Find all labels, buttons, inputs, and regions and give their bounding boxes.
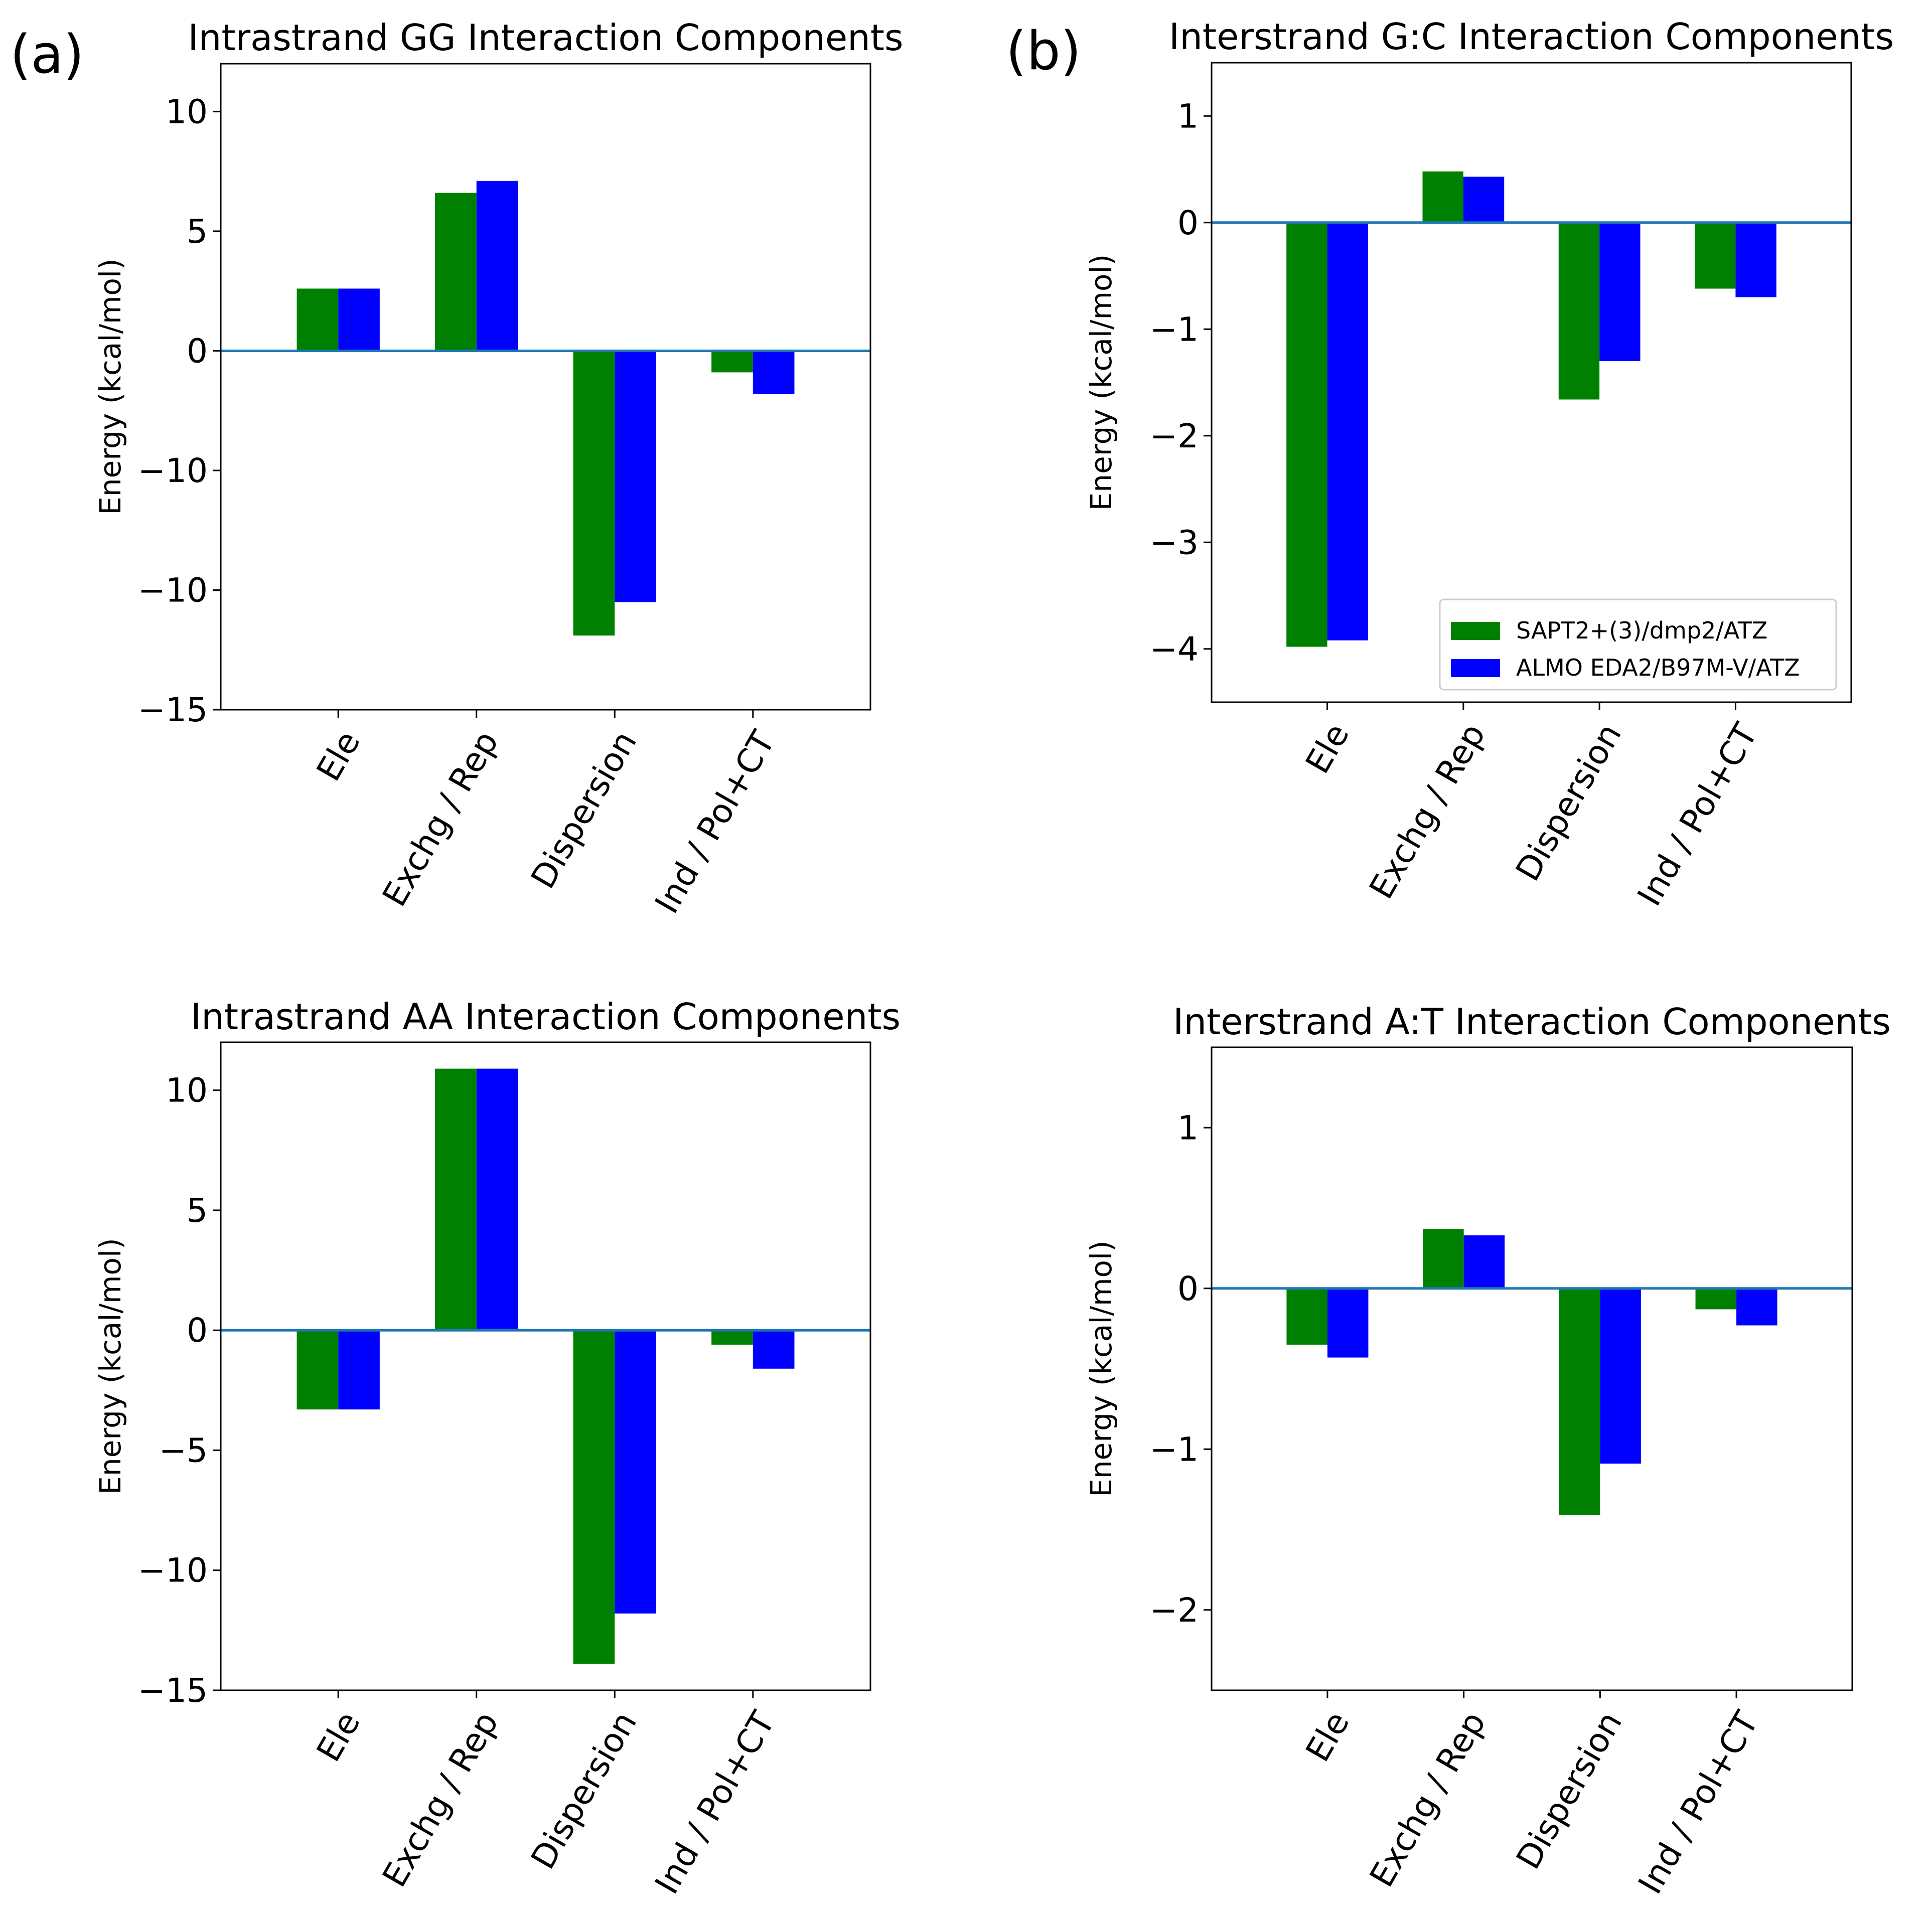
x-tick-label: Dispersion — [523, 725, 644, 895]
x-tick-label: Ele — [309, 725, 368, 788]
bar-series1-dispersion — [573, 351, 615, 636]
bar-series2-ind-pol-ct — [753, 1330, 795, 1369]
axes-frame — [1211, 1046, 1853, 1691]
y-tick-label: −2 — [1150, 417, 1199, 455]
x-tick-label: Dispersion — [1509, 1705, 1629, 1876]
x-tick-label: Exchg / Rep — [1362, 717, 1493, 906]
x-tick-label: Ele — [1298, 717, 1357, 780]
chart-2: Interstrand G:C Interaction Components En… — [1084, 16, 1894, 912]
bar-series1-ele — [1286, 222, 1327, 647]
bar-series2-exchg-rep — [1463, 177, 1505, 223]
x-tick-label: Ind / Pol+CT — [1630, 717, 1765, 912]
chart-4: Interstrand A:T Interaction Components En… — [1084, 1001, 1891, 1900]
x-tick-label: Ele — [309, 1705, 368, 1769]
y-tick-label: −5 — [159, 1431, 208, 1470]
bar-series2-ind-pol-ct — [753, 351, 795, 394]
bar-series1-dispersion — [573, 1330, 615, 1664]
bar-series1-ind-pol-ct — [711, 1330, 753, 1345]
y-tick-label: 0 — [1177, 1269, 1199, 1308]
axes-frame — [220, 1041, 871, 1691]
bar-series2-exchg-rep — [476, 181, 518, 351]
chart-title: Interstrand G:C Interaction Components — [1169, 16, 1894, 58]
bar-series1-exchg-rep — [435, 1068, 477, 1331]
panel-label-a: (a) — [10, 24, 84, 85]
x-tick-label: Exchg / Rep — [375, 725, 506, 913]
x-tick-label: Exchg / Rep — [1362, 1705, 1493, 1894]
bar-series1-exchg-rep — [435, 193, 477, 351]
chart-3: Intrastrand AA Interaction Components Ene… — [93, 996, 901, 1900]
bar-series1-exchg-rep — [1423, 1229, 1464, 1289]
y-tick-label: −1 — [1150, 1430, 1199, 1469]
y-tick-label: −2 — [1150, 1591, 1199, 1630]
x-tick-label: Ele — [1298, 1705, 1357, 1769]
bar-series2-dispersion — [615, 1330, 656, 1614]
bar-series2-ele — [338, 288, 380, 351]
bar-series2-ind-pol-ct — [1736, 1288, 1777, 1326]
y-tick-label: 5 — [187, 212, 208, 251]
bar-series2-exchg-rep — [1463, 1235, 1505, 1289]
x-tick-label: Ind / Pol+CT — [647, 724, 783, 920]
axes-frame — [220, 63, 871, 711]
y-tick-label: 1 — [1177, 1108, 1199, 1147]
bar-series2-ele — [1327, 222, 1368, 641]
y-tick-label: 10 — [166, 1071, 208, 1110]
y-axis-label: Energy (kcal/mol) — [1084, 254, 1118, 511]
x-tick-label: Dispersion — [523, 1705, 644, 1876]
bar-series1-dispersion — [1559, 1288, 1600, 1515]
chart-title: Interstrand A:T Interaction Components — [1173, 1001, 1891, 1043]
bar-series1-exchg-rep — [1422, 171, 1463, 223]
y-tick-label: −15 — [138, 1671, 208, 1710]
chart-title: Intrastrand AA Interaction Components — [191, 996, 901, 1038]
y-axis-label: Energy (kcal/mol) — [1084, 1240, 1118, 1497]
y-tick-label: 0 — [1177, 204, 1199, 242]
y-tick-label: −10 — [138, 451, 208, 490]
y-tick-label: 10 — [166, 92, 208, 131]
bar-series1-dispersion — [1558, 222, 1600, 400]
y-tick-label: −10 — [138, 1551, 208, 1590]
y-tick-label: 0 — [187, 1311, 208, 1350]
legend-entry-1: SAPT2+(3)/dmp2/ATZ — [1516, 617, 1767, 644]
chart-1: Intrastrand GG Interaction Components Ene… — [93, 17, 904, 920]
panel-label-b: (b) — [1006, 20, 1081, 82]
legend-swatch-1 — [1451, 622, 1500, 640]
legend-box — [1439, 598, 1837, 691]
x-tick-label: Ind / Pol+CT — [647, 1705, 783, 1900]
bar-series2-dispersion — [1600, 1288, 1641, 1464]
bar-series2-ele — [338, 1330, 380, 1410]
y-tick-label: 0 — [187, 332, 208, 370]
y-axis-label: Energy (kcal/mol) — [93, 258, 127, 515]
bar-series1-ele — [296, 1330, 339, 1410]
bar-series2-ele — [1327, 1288, 1369, 1358]
legend-swatch-2 — [1451, 659, 1500, 677]
legend: SAPT2+(3)/dmp2/ATZ ALMO EDA2/B97M-V/ATZ — [1439, 598, 1837, 691]
bar-series2-dispersion — [615, 351, 656, 602]
y-tick-label: −1 — [1150, 310, 1199, 349]
y-tick-label: 1 — [1177, 97, 1199, 135]
legend-entry-2: ALMO EDA2/B97M-V/ATZ — [1516, 654, 1800, 681]
y-axis-label: Energy (kcal/mol) — [93, 1238, 127, 1495]
bar-series1-ind-pol-ct — [1695, 222, 1736, 289]
y-tick-label: −4 — [1150, 630, 1199, 669]
axes-frame — [1211, 62, 1852, 703]
bar-series2-dispersion — [1599, 222, 1641, 361]
charts: Intrastrand GG Interaction Components Ene… — [93, 16, 1894, 1900]
bar-series1-ind-pol-ct — [1695, 1288, 1737, 1310]
y-tick-label: 5 — [187, 1191, 208, 1230]
bar-series1-ele — [1286, 1288, 1327, 1345]
bar-series2-ind-pol-ct — [1735, 222, 1776, 297]
bar-series1-ind-pol-ct — [711, 351, 753, 373]
chart-title: Intrastrand GG Interaction Components — [188, 17, 903, 59]
x-tick-label: Exchg / Rep — [375, 1705, 506, 1894]
y-tick-label: −10 — [138, 571, 208, 609]
y-tick-label: −15 — [138, 691, 208, 729]
x-tick-label: Dispersion — [1508, 717, 1629, 888]
y-tick-label: −3 — [1150, 523, 1199, 562]
bar-series2-exchg-rep — [476, 1068, 518, 1331]
x-tick-label: Ind / Pol+CT — [1631, 1705, 1766, 1900]
bar-series1-ele — [296, 288, 339, 351]
